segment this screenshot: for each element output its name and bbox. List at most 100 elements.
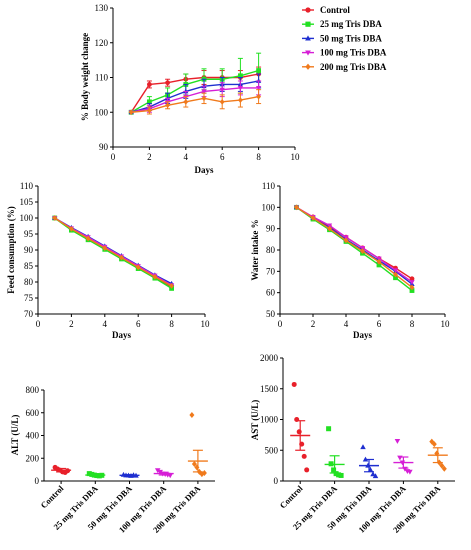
y-tick-label: 130 (95, 3, 109, 13)
legend-item-tris100: 100 mg Tris DBA (302, 48, 387, 58)
data-point-tris200 (165, 102, 170, 109)
y-tick-label: 400 (26, 431, 40, 441)
series-line-tris100 (296, 206, 413, 283)
data-point-tris100 (407, 469, 413, 475)
data-point-tris200 (441, 465, 447, 472)
data-point-tris200 (201, 95, 207, 102)
data-point-tris100 (237, 86, 244, 91)
x-tick-label: 4 (184, 152, 189, 162)
body-weight-chart: 90 100 110 120 130 0 2 4 6 8 10 Days % Body weight c… (80, 3, 300, 175)
legend-item-tris50: 50 mg Tris DBA (302, 33, 382, 43)
series-line-tris100 (131, 87, 259, 113)
data-point-tris200 (294, 204, 299, 211)
x-tick-label: 4 (103, 319, 108, 329)
legend: Control 25 mg Tris DBA 50 mg Tris DBA 100 m… (302, 5, 387, 72)
y-tick-label: 50 (266, 309, 276, 319)
data-point-tris200 (128, 109, 134, 116)
x-tick-label: 8 (410, 319, 415, 329)
water-intake-chart: 50 60 70 80 90 100 110 0 2 4 6 8 10 Days Water intake … (250, 181, 450, 340)
legend-marker (305, 63, 311, 70)
y-tick-label: 800 (26, 385, 40, 395)
data-point-tris200 (119, 254, 124, 261)
x-tick-label: 0 (278, 319, 283, 329)
category-label: Control (278, 483, 305, 510)
series-line-tris200 (131, 95, 259, 113)
series-line-tris25 (130, 69, 259, 113)
data-point-tris25 (409, 288, 415, 293)
data-point-tris100 (394, 439, 401, 444)
data-point-tris50 (360, 444, 366, 450)
data-point-tris100 (409, 280, 415, 285)
data-point-tris200 (310, 215, 316, 221)
data-point-tris100 (154, 468, 161, 474)
y-tick-label: 600 (26, 408, 40, 418)
data-point-tris200 (431, 441, 437, 448)
y-axis-label: AST (U/L) (250, 400, 260, 441)
data-point-control (165, 80, 171, 86)
data-point-tris100 (255, 86, 262, 91)
legend-marker (305, 35, 311, 41)
data-point-tris200 (52, 215, 58, 221)
x-tick-label: 2 (147, 152, 152, 162)
legend-item-tris200: 200 mg Tris DBA (302, 62, 387, 72)
data-point-control (296, 429, 302, 435)
data-point-tris25 (331, 467, 337, 473)
legend-label: 100 mg Tris DBA (320, 48, 387, 58)
data-point-tris25 (326, 426, 332, 432)
y-tick-label: 200 (26, 453, 40, 463)
data-point-control (301, 453, 307, 459)
data-point-tris50 (372, 473, 379, 479)
data-point-tris25 (376, 262, 382, 268)
data-point-tris200 (238, 97, 243, 103)
x-tick-label: 4 (344, 319, 349, 329)
data-point-tris100 (219, 87, 225, 93)
y-tick-label: 90 (24, 245, 34, 255)
y-tick-label: 95 (24, 229, 34, 239)
y-tick-label: 75 (24, 293, 34, 303)
legend-marker (305, 7, 311, 13)
data-point-tris200 (189, 412, 195, 419)
y-tick-label: 110 (262, 181, 276, 191)
data-point-tris25 (256, 68, 261, 73)
legend-marker (305, 50, 311, 56)
series-line-tris25 (54, 217, 172, 289)
legend-label: 25 mg Tris DBA (320, 19, 382, 29)
x-tick-label: 2 (69, 319, 74, 329)
data-point-tris200 (69, 226, 74, 232)
x-tick-label: 10 (201, 319, 211, 329)
x-tick-label: 8 (256, 152, 261, 162)
data-point-control (409, 276, 415, 282)
data-point-tris200 (343, 237, 349, 244)
y-tick-label: 70 (266, 266, 276, 276)
series-line-control (130, 73, 259, 113)
data-point-tris200 (147, 107, 152, 114)
x-tick-label: 6 (220, 152, 225, 162)
series-line-tris25 (296, 206, 413, 292)
data-point-tris200 (201, 470, 207, 477)
x-tick-label: 10 (441, 319, 451, 329)
y-axis-label: Water intake % (250, 219, 260, 280)
y-tick-label: 100 (262, 202, 276, 212)
data-point-tris200 (191, 460, 197, 467)
y-axis-label: Feed consumption (%) (6, 206, 16, 294)
y-tick-label: 100 (95, 107, 109, 117)
data-point-control (147, 82, 152, 87)
y-tick-label: 500 (265, 445, 279, 455)
y-tick-label: 2000 (260, 353, 279, 363)
y-tick-label: 80 (266, 245, 276, 255)
y-tick-label: 85 (24, 261, 34, 271)
y-tick-label: 105 (20, 197, 34, 207)
series-line-tris200 (54, 217, 172, 287)
data-point-tris100 (167, 473, 173, 479)
data-point-tris25 (338, 472, 344, 478)
data-point-tris200 (169, 282, 174, 289)
y-tick-label: 90 (266, 224, 276, 234)
x-tick-label: 0 (111, 152, 116, 162)
y-tick-label: 110 (95, 73, 109, 83)
feed-consumption-chart: 70 75 80 85 90 95 100 105 110 0 2 4 6 8 10 Days Feed con… (6, 181, 210, 340)
x-tick-label: 2 (311, 319, 316, 329)
legend-label: 200 mg Tris DBA (320, 62, 387, 72)
legend-item-control: Control (302, 5, 350, 15)
data-point-tris200 (393, 271, 398, 278)
